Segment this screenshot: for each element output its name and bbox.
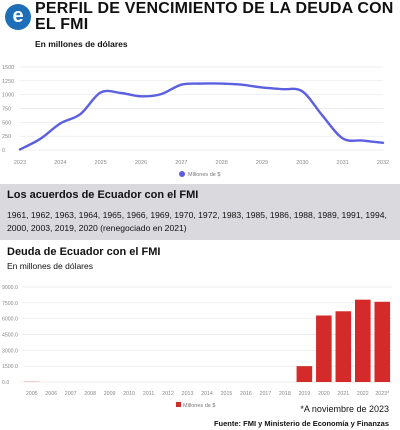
x-tick-label: 2009 — [104, 391, 116, 397]
x-tick-label: 2011 — [143, 391, 154, 397]
x-tick-label: 2023* — [375, 391, 389, 397]
y-tick-label: 750 — [2, 107, 11, 113]
x-tick-label: 2025 — [95, 160, 107, 166]
y-tick-label: 1500 — [2, 65, 14, 71]
x-tick-label: 2020 — [318, 391, 330, 397]
x-tick-label: 2024 — [54, 160, 66, 166]
x-tick-label: 2010 — [123, 391, 135, 397]
logo-letter: e — [12, 5, 24, 27]
legend-label: Millones de $ — [183, 403, 215, 409]
footnote: *A noviembre de 2023 — [300, 404, 389, 414]
x-tick-label: 2022 — [357, 391, 369, 397]
x-tick-label: 2030 — [296, 160, 308, 166]
agreements-title: Los acuerdos de Ecuador con el FMI — [7, 189, 199, 201]
bar — [296, 366, 313, 382]
y-tick-label: 0 — [2, 148, 5, 154]
agreements-years: 1961, 1962, 1963, 1964, 1965, 1966, 1969… — [7, 210, 387, 233]
x-tick-label: 2027 — [175, 160, 187, 166]
source-credit: Fuente: FMI y Ministerio de Economía y F… — [213, 419, 389, 428]
y-tick-label: 1000 — [2, 93, 14, 99]
x-tick-label: 2031 — [337, 160, 349, 166]
y-tick-label: 1250 — [2, 79, 14, 85]
bar — [335, 311, 352, 382]
y-tick-label: 250 — [2, 134, 11, 140]
y-tick-label: 3000.0 — [2, 348, 18, 354]
x-tick-label: 2005 — [26, 391, 38, 397]
x-tick-label: 2026 — [135, 160, 147, 166]
x-tick-label: 2021 — [337, 391, 349, 397]
y-tick-label: 6000.0 — [2, 317, 18, 323]
logo: e — [5, 4, 31, 30]
agreements-panel: Los acuerdos de Ecuador con el FMI 1961,… — [0, 184, 400, 240]
x-tick-label: 2016 — [240, 391, 252, 397]
x-tick-label: 2019 — [298, 391, 310, 397]
y-tick-label: 1500.0 — [2, 364, 18, 370]
x-tick-label: 2028 — [216, 160, 228, 166]
maturity-line-chart: 0 250 500 750 1000 1250 1500 2023 2024 2025 2026 20… — [2, 65, 389, 178]
page-title: PERFIL DE VENCIMIENTO DE LA DEUDA CON EL… — [35, 0, 394, 33]
x-tick-label: 2013 — [182, 391, 194, 397]
debt-chart-subtitle: En millones de dólares — [7, 261, 93, 271]
y-tick-label: 9000.0 — [2, 285, 18, 291]
x-tick-label: 2006 — [45, 391, 57, 397]
y-tick-label: 7500.0 — [2, 301, 18, 307]
y-tick-label: 500 — [2, 120, 11, 126]
x-tick-label: 2007 — [65, 391, 77, 397]
debt-chart-title: Deuda de Ecuador con el FMI — [7, 246, 161, 258]
bar — [374, 301, 391, 382]
x-tick-label: 2017 — [260, 391, 272, 397]
series-line — [18, 82, 385, 151]
x-tick-label: 2018 — [279, 391, 291, 397]
legend-label: Millones de $ — [188, 172, 220, 178]
x-tick-label: 2015 — [221, 391, 233, 397]
y-tick-label: 4500.0 — [2, 333, 18, 339]
legend-swatch — [176, 402, 181, 407]
x-tick-label: 2029 — [256, 160, 268, 166]
x-tick-label: 2014 — [201, 391, 213, 397]
x-tick-label: 2032 — [377, 160, 389, 166]
x-tick-label: 2012 — [162, 391, 174, 397]
page-subtitle: En millones de dólares — [35, 39, 128, 49]
bar — [355, 299, 371, 382]
bar — [316, 315, 332, 382]
x-tick-label: 2023 — [14, 160, 26, 166]
y-tick-label: 0.0 — [2, 380, 9, 386]
x-tick-label: 2008 — [84, 391, 96, 397]
legend-swatch — [179, 171, 185, 177]
